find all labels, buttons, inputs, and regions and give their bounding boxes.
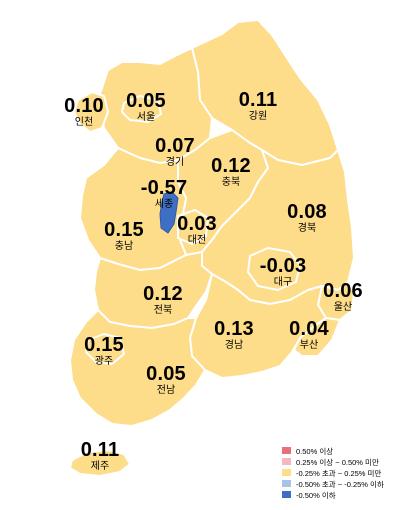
region-daegu	[247, 247, 301, 291]
name-incheon: 인천	[74, 117, 94, 128]
region-gwangju	[85, 333, 125, 365]
value-chungnam: 0.15	[104, 219, 144, 241]
legend-item: -0.50% 초과 ~ -0.25% 이하	[282, 479, 412, 489]
label-chungbuk: 0.12 충북	[205, 156, 257, 188]
legend-label: 0.25% 이상 ~ 0.50% 미만	[296, 458, 379, 467]
value-sejong: -0.57	[140, 177, 188, 199]
name-chungnam: 충남	[114, 241, 134, 252]
legend-item: 0.50% 이상	[282, 446, 412, 456]
region-busan	[293, 317, 341, 357]
value-gyeongnam: 0.13	[214, 318, 254, 340]
name-jeju: 제주	[90, 461, 110, 472]
label-gwangju: 0.15 광주	[78, 335, 130, 367]
legend-label: -0.50% 이하	[296, 491, 336, 500]
value-daegu: -0.03	[259, 255, 307, 277]
label-jeonbuk: 0.12 전북	[137, 284, 189, 316]
legend: 0.50% 이상 0.25% 이상 ~ 0.50% 미만 -0.25% 초과 ~…	[282, 446, 412, 501]
legend-swatch	[282, 480, 291, 487]
name-gwangju: 광주	[94, 356, 114, 367]
legend-item: -0.25% 초과 ~ 0.25% 미만	[282, 468, 412, 478]
name-gyeongbuk: 경북	[297, 223, 317, 234]
label-seoul: 0.05 서울	[120, 91, 172, 123]
label-sejong: -0.57 세종	[133, 178, 195, 210]
label-gangwon: 0.11 강원	[232, 90, 284, 122]
label-gyeongnam: 0.13 경남	[208, 319, 260, 351]
value-jeonnam: 0.05	[146, 363, 186, 385]
name-jeonnam: 전남	[156, 385, 176, 396]
label-jeju: 0.11 제주	[74, 440, 126, 472]
legend-item: -0.50% 이하	[282, 490, 412, 500]
legend-label: -0.25% 초과 ~ 0.25% 미만	[296, 469, 382, 478]
name-daegu: 대구	[273, 277, 293, 288]
name-ulsan: 울산	[333, 302, 353, 313]
value-gyeongbuk: 0.08	[287, 201, 327, 223]
value-jeonbuk: 0.12	[143, 283, 183, 305]
value-gyeonggi: 0.07	[155, 135, 195, 157]
label-gyeonggi: 0.07 경기	[149, 136, 201, 168]
name-daejeon: 대전	[187, 235, 207, 246]
label-daegu: -0.03 대구	[252, 256, 314, 288]
value-seoul: 0.05	[126, 90, 166, 112]
name-jeonbuk: 전북	[153, 305, 173, 316]
legend-label: 0.50% 이상	[296, 447, 334, 456]
label-busan: 0.04 부산	[283, 319, 335, 351]
value-incheon: 0.10	[64, 95, 104, 117]
region-sejong	[159, 191, 179, 234]
label-ulsan: 0.06 울산	[317, 281, 369, 313]
name-gangwon: 강원	[248, 111, 268, 122]
value-chungbuk: 0.12	[211, 155, 251, 177]
label-jeonnam: 0.05 전남	[140, 364, 192, 396]
region-daejeon	[177, 209, 209, 245]
value-gangwon: 0.11	[238, 89, 278, 111]
value-daejeon: 0.03	[177, 213, 217, 235]
value-busan: 0.04	[289, 318, 329, 340]
value-ulsan: 0.06	[323, 280, 363, 302]
legend-swatch	[282, 447, 291, 454]
region-seoul	[121, 95, 162, 123]
legend-item: 0.25% 이상 ~ 0.50% 미만	[282, 457, 412, 467]
legend-swatch	[282, 458, 291, 465]
label-gyeongbuk: 0.08 경북	[281, 202, 333, 234]
region-chungnam	[79, 147, 187, 271]
name-gyeongnam: 경남	[224, 340, 244, 351]
value-gwangju: 0.15	[84, 334, 124, 356]
name-busan: 부산	[299, 340, 319, 351]
name-gyeonggi: 경기	[165, 157, 185, 168]
region-jeju	[69, 449, 131, 477]
value-jeju: 0.11	[80, 439, 120, 461]
legend-swatch	[282, 469, 291, 476]
label-daejeon: 0.03 대전	[171, 214, 223, 246]
region-incheon	[73, 91, 109, 133]
legend-swatch	[282, 491, 291, 498]
name-sejong: 세종	[154, 199, 174, 210]
label-chungnam: 0.15 충남	[98, 220, 150, 252]
name-seoul: 서울	[136, 112, 156, 123]
legend-label: -0.50% 초과 ~ -0.25% 이하	[296, 480, 384, 489]
name-chungbuk: 충북	[221, 177, 241, 188]
label-incheon: 0.10 인천	[58, 96, 110, 128]
